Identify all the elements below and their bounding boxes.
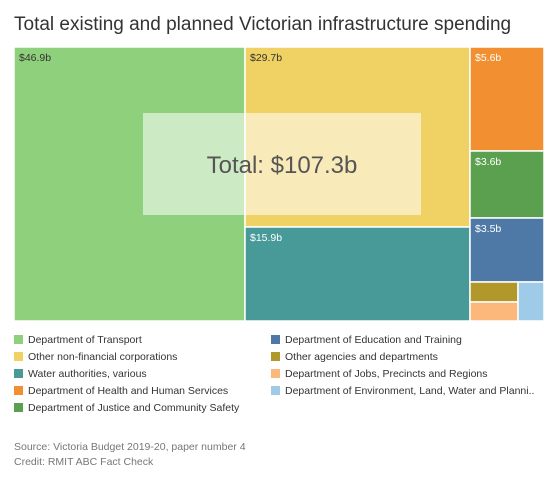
legend-swatch — [14, 335, 23, 344]
legend-item-9[interactable]: Department of Environment, Land, Water a… — [271, 385, 534, 397]
legend-label: Department of Justice and Community Safe… — [28, 402, 240, 414]
legend-swatch — [271, 386, 280, 395]
legend-swatch — [271, 369, 280, 378]
legend-label: Other non-financial corporations — [28, 351, 178, 363]
treemap-block-4[interactable] — [469, 46, 545, 152]
credit-note: Credit: RMIT ABC Fact Check — [14, 456, 154, 468]
treemap-block-9[interactable] — [517, 281, 545, 322]
legend-item-6[interactable]: Department of Education and Training — [271, 334, 462, 346]
legend-item-4[interactable]: Department of Health and Human Services — [14, 385, 228, 397]
legend-swatch — [271, 335, 280, 344]
treemap-block-8[interactable] — [469, 301, 519, 322]
legend-item-3[interactable]: Water authorities, various — [14, 368, 147, 380]
treemap-value-label-2: $29.7b — [250, 52, 282, 64]
legend-label: Other agencies and departments — [285, 351, 438, 363]
treemap-value-label-3: $15.9b — [250, 232, 282, 244]
legend-label: Department of Education and Training — [285, 334, 462, 346]
legend-item-8[interactable]: Department of Jobs, Precincts and Region… — [271, 368, 488, 380]
legend-label: Department of Transport — [28, 334, 142, 346]
legend-item-1[interactable]: Department of Transport — [14, 334, 142, 346]
chart-legend: Department of Transport Other non-financi… — [14, 334, 544, 418]
legend-swatch — [14, 403, 23, 412]
legend-swatch — [14, 352, 23, 361]
treemap-value-label-1: $46.9b — [19, 52, 51, 64]
treemap-value-label-4: $5.6b — [475, 52, 501, 64]
source-note: Source: Victoria Budget 2019-20, paper n… — [14, 441, 246, 453]
total-overlay-box — [143, 113, 421, 215]
legend-swatch — [271, 352, 280, 361]
treemap-value-label-6: $3.5b — [475, 223, 501, 235]
legend-item-7[interactable]: Other agencies and departments — [271, 351, 438, 363]
legend-item-2[interactable]: Other non-financial corporations — [14, 351, 177, 363]
legend-label: Department of Jobs, Precincts and Region… — [285, 368, 488, 380]
legend-label: Department of Health and Human Services — [28, 385, 229, 397]
treemap-value-label-5: $3.6b — [475, 156, 501, 168]
treemap-block-5[interactable] — [469, 150, 545, 219]
legend-label: Water authorities, various — [28, 368, 147, 380]
total-label: Total: $107.3b — [207, 152, 358, 179]
legend-item-5[interactable]: Department of Justice and Community Safe… — [14, 402, 239, 414]
legend-swatch — [14, 369, 23, 378]
chart-title: Total existing and planned Victorian inf… — [14, 14, 512, 35]
legend-label: Department of Environment, Land, Water a… — [285, 385, 535, 397]
treemap-block-6[interactable] — [469, 217, 545, 283]
legend-swatch — [14, 386, 23, 395]
treemap-block-7[interactable] — [469, 281, 519, 303]
treemap-chart[interactable]: $46.9b $29.7b $15.9b $5.6b $3.6b $3.5b Total: … — [0, 0, 555, 330]
